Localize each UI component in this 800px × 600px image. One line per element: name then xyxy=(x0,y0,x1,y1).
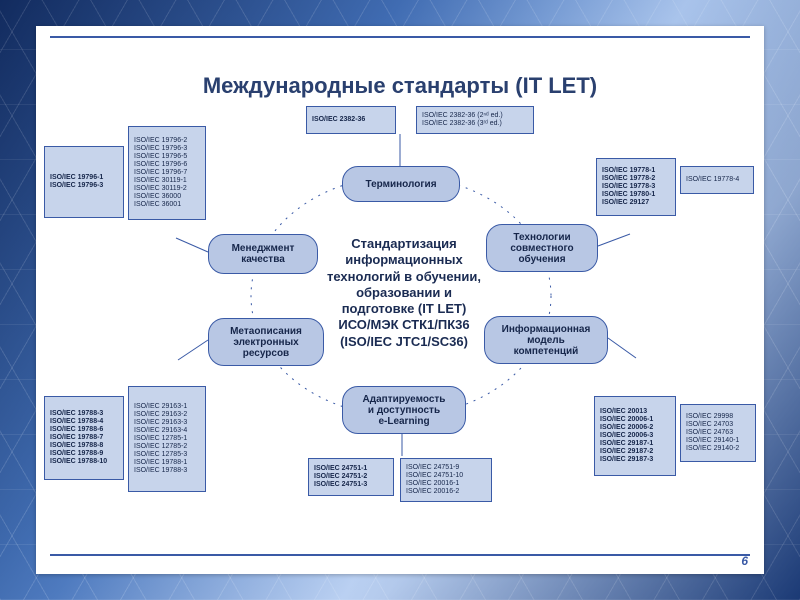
box-b_bl1: ISO/IEC 19788-3ISO/IEC 19788-4ISO/IEC 19… xyxy=(44,396,124,480)
slide-canvas: Международные стандарты (IT LET) Стандар… xyxy=(36,26,764,574)
box-b_br2: ISO/IEC 29998ISO/IEC 24703ISO/IEC 24763I… xyxy=(680,404,756,462)
node-n1: Терминология xyxy=(342,166,460,202)
box-b_br1: ISO/IEC 20013ISO/IEC 20006-1ISO/IEC 2000… xyxy=(594,396,676,476)
box-b_tl1: ISO/IEC 19796-1ISO/IEC 19796-3 xyxy=(44,146,124,218)
box-b_bl2: ISO/IEC 29163-1ISO/IEC 29163-2ISO/IEC 29… xyxy=(128,386,206,492)
node-n5: Информационнаямоделькомпетенций xyxy=(484,316,608,364)
slide-title: Международные стандарты (IT LET) xyxy=(36,73,764,99)
node-n3: Технологиисовместногообучения xyxy=(486,224,598,272)
rule-top xyxy=(50,36,750,38)
node-n4: Метаописанияэлектронныхресурсов xyxy=(208,318,324,366)
box-b_bot_l: ISO/IEC 24751-1ISO/IEC 24751-2ISO/IEC 24… xyxy=(308,458,394,496)
box-b_top_l: ISO/IEC 2382-36 xyxy=(306,106,396,134)
center-text: Стандартизацияинформационныхтехнологий в… xyxy=(304,236,504,350)
node-n6: Адаптируемостьи доступностьe-Learning xyxy=(342,386,466,434)
box-b_bot_r: ISO/IEC 24751-9ISO/IEC 24751-10ISO/IEC 2… xyxy=(400,458,492,502)
node-n2: Менеджменткачества xyxy=(208,234,318,274)
slide: Международные стандарты (IT LET) Стандар… xyxy=(0,0,800,600)
page-number: 6 xyxy=(741,554,748,568)
box-b_tr2: ISO/IEC 19778-4 xyxy=(680,166,754,194)
box-b_tr1: ISO/IEC 19778-1ISO/IEC 19778-2ISO/IEC 19… xyxy=(596,158,676,216)
box-b_tl2: ISO/IEC 19796-2ISO/IEC 19796-3ISO/IEC 19… xyxy=(128,126,206,220)
box-b_top_r: ISO/IEC 2382-36 (2ⁿᵈ ed.)ISO/IEC 2382-36… xyxy=(416,106,534,134)
rule-bottom xyxy=(50,554,750,556)
